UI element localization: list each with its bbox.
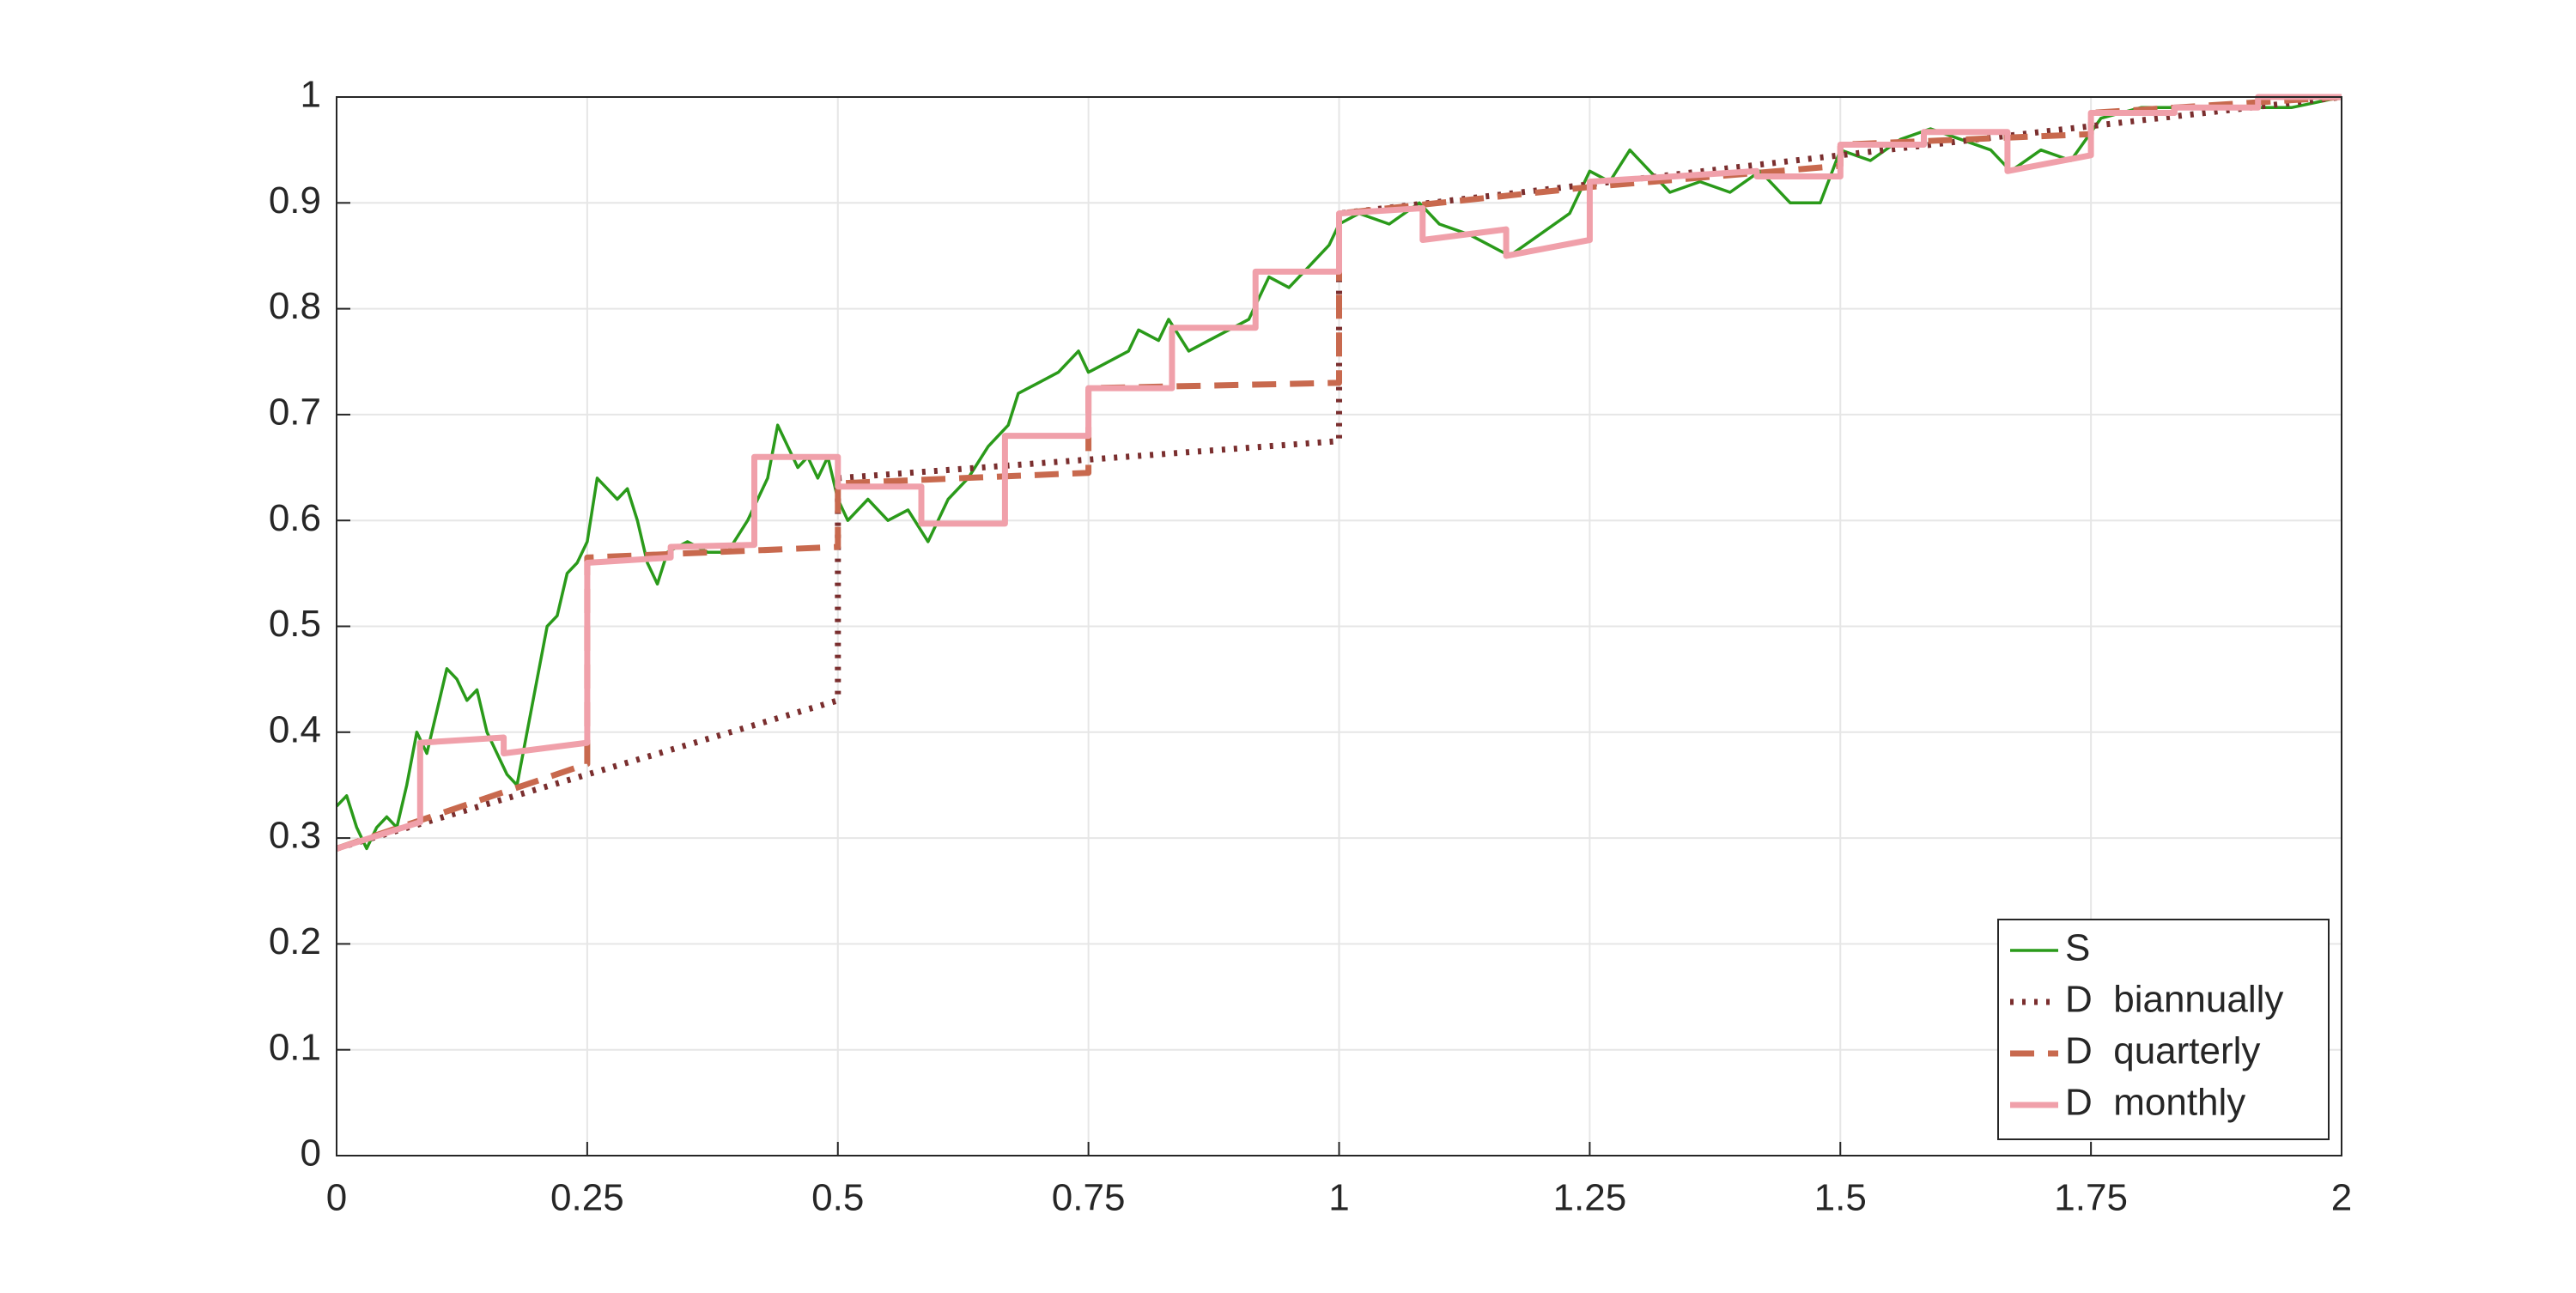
y-tick-label: 0.8	[269, 285, 321, 327]
x-tick-label: 1.25	[1553, 1177, 1627, 1219]
y-tick-label: 0.2	[269, 920, 321, 962]
x-tick-label: 0.25	[550, 1177, 624, 1219]
plot-frame	[336, 96, 2342, 1156]
legend: S D biannually D quarterly D monthly	[1997, 919, 2330, 1140]
y-tick-label: 0.6	[269, 497, 321, 539]
y-tick-label: 1	[301, 74, 321, 116]
y-tick-label: 0	[301, 1132, 321, 1175]
x-tick-label: 1.5	[1814, 1177, 1867, 1219]
y-tick-label: 0.4	[269, 708, 321, 750]
x-tick-label: 0.5	[811, 1177, 864, 1219]
axes: 0 0.25 0.5 0.75 1 1.25 1.5 1.75 2 0 0.1 0.2 0.3 0.4 0.…	[269, 74, 2352, 1219]
y-tick-label: 0.9	[269, 179, 321, 222]
series-line	[335, 94, 2342, 852]
lines	[335, 94, 2342, 852]
y-tick-label: 0.5	[269, 603, 321, 645]
legend-label: S	[2065, 927, 2090, 969]
y-tick-label: 0.1	[269, 1026, 321, 1068]
series-line	[336, 94, 2342, 852]
x-tick-label: 0.75	[1052, 1177, 1126, 1219]
y-tick-label: 0.7	[269, 392, 321, 434]
x-tick-label: 1.75	[2054, 1177, 2128, 1219]
x-tick-label: 2	[2331, 1177, 2352, 1219]
legend-label: D biannually	[2065, 979, 2283, 1021]
x-tick-label: 0	[326, 1177, 347, 1219]
legend-label: D quarterly	[2065, 1030, 2260, 1072]
y-tick-label: 0.3	[269, 815, 321, 857]
legend-label: D monthly	[2065, 1082, 2245, 1124]
x-tick-label: 1	[1328, 1177, 1349, 1219]
series-line	[335, 95, 2342, 851]
